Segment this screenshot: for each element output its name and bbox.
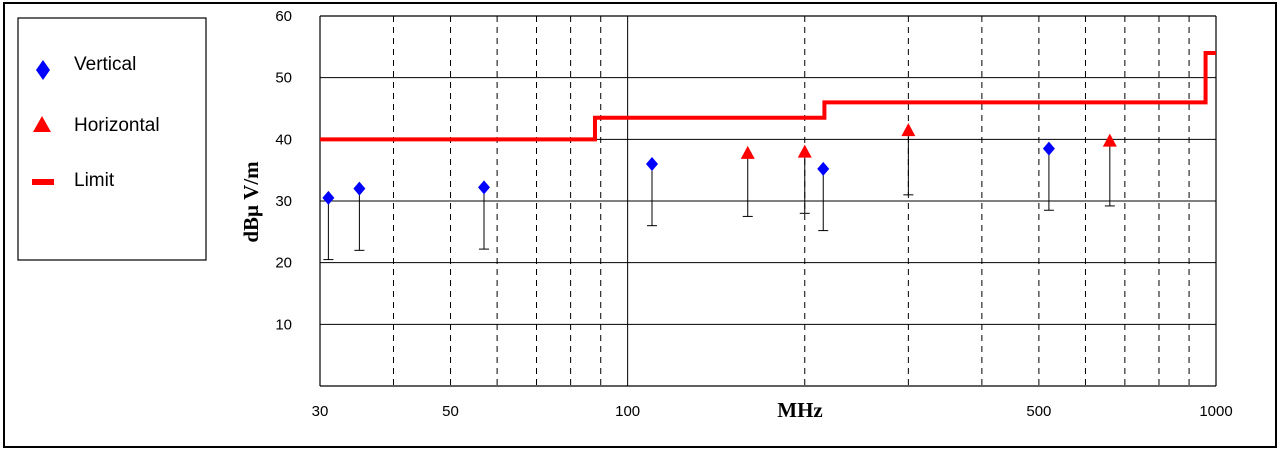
x-tick-label: 1000 — [1199, 403, 1232, 420]
vertical-data-point — [322, 190, 335, 205]
legend-box — [17, 17, 207, 261]
vertical-data-point — [478, 180, 491, 195]
y-tick-label: 50 — [275, 70, 292, 87]
horizontal-data-point — [1102, 133, 1117, 147]
chart-frame — [3, 2, 1277, 448]
x-tick-label: 50 — [442, 403, 459, 420]
horizontal-data-point — [740, 145, 755, 159]
y-tick-label: 60 — [275, 8, 292, 25]
legend-vertical-label: Vertical — [74, 54, 136, 75]
y-tick-label: 10 — [275, 316, 292, 333]
vertical-data-point — [353, 181, 366, 196]
legend-limit-marker-icon — [32, 179, 54, 185]
legend-horizontal-marker-icon — [33, 116, 51, 132]
legend: Vertical Horizontal Limit — [17, 17, 207, 261]
grid-layer: 10 20 30 40 50 60 30 50 100 500 1000 — [275, 8, 1232, 420]
y-tick-label: 30 — [275, 193, 292, 210]
legend-horizontal-label: Horizontal — [74, 115, 160, 136]
legend-vertical-marker-icon — [36, 60, 50, 80]
y-tick-label: 20 — [275, 255, 292, 272]
y-tick-label: 40 — [275, 131, 292, 148]
vertical-data-point — [817, 161, 830, 176]
horizontal-data-point — [797, 144, 812, 158]
vertical-data-point — [1042, 141, 1055, 156]
data-layer — [320, 51, 1216, 261]
x-axis-title: MHz — [777, 398, 822, 422]
x-tick-label: 500 — [1026, 403, 1051, 420]
y-axis-title: dBμ V/m — [239, 161, 263, 243]
limit-line — [320, 51, 1216, 142]
x-tick-label: 30 — [312, 403, 329, 420]
vertical-data-point — [645, 157, 658, 171]
x-tick-label: 100 — [615, 403, 640, 420]
legend-limit-label: Limit — [74, 170, 115, 191]
horizontal-data-point — [901, 123, 916, 137]
